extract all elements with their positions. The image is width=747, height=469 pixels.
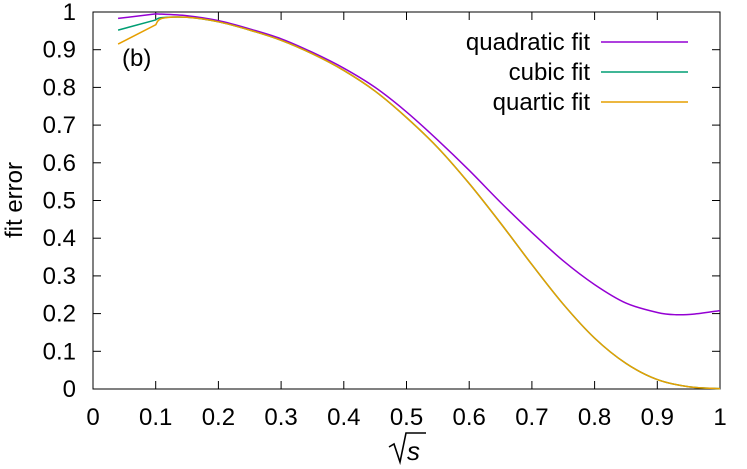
series-line-quartic-fit — [117, 16, 721, 390]
x-tick-label: 0.2 — [202, 404, 235, 431]
x-tick-label: 0.4 — [327, 404, 360, 431]
series-lines — [117, 13, 721, 390]
y-axis-title: fit error — [1, 162, 28, 238]
y-tick-label: 0.3 — [43, 263, 76, 290]
y-tick-label: 0.4 — [43, 225, 76, 252]
legend-label-cubic-fit: cubic fit — [509, 59, 591, 86]
y-tick-label: 0.2 — [43, 301, 76, 328]
plot-frame — [92, 11, 721, 390]
x-tick-label: 0.3 — [264, 404, 297, 431]
sqrt-radical-sign — [388, 432, 426, 466]
series-line-quadratic-fit — [117, 13, 721, 316]
x-axis-title: s — [388, 432, 426, 466]
y-tick-label: 0.7 — [43, 112, 76, 139]
x-tick-label: 1 — [713, 404, 726, 431]
x-tick-label: 0 — [86, 404, 99, 431]
legend-label-quadratic-fit: quadratic fit — [466, 29, 590, 56]
legend-label-quartic-fit: quartic fit — [493, 89, 591, 116]
y-tick-label: 0 — [63, 376, 76, 403]
x-tick-label: 0.9 — [641, 404, 674, 431]
x-tick-label: 0.5 — [390, 404, 423, 431]
y-tick-label: 0.9 — [43, 37, 76, 64]
tick-marks — [92, 11, 721, 390]
x-tick-label: 0.7 — [515, 404, 548, 431]
x-axis-title-text: s — [407, 436, 420, 466]
y-tick-labels: 0 0.1 0.2 0.3 0.4 0.5 0.6 0.7 0.8 0.9 1 — [43, 0, 76, 403]
y-tick-label: 0.6 — [43, 150, 76, 177]
x-tick-labels: 0 0.1 0.2 0.3 0.4 0.5 0.6 0.7 0.8 0.9 1 — [86, 404, 726, 431]
y-tick-label: 1 — [63, 0, 76, 26]
y-tick-label: 0.8 — [43, 74, 76, 101]
y-tick-label: 0.5 — [43, 188, 76, 215]
panel-label: (b) — [122, 45, 151, 72]
legend: quadratic fit cubic fit quartic fit — [466, 29, 688, 116]
x-tick-label: 0.6 — [453, 404, 486, 431]
x-tick-label: 0.8 — [578, 404, 611, 431]
y-tick-label: 0.1 — [43, 338, 76, 365]
x-tick-label: 0.1 — [139, 404, 172, 431]
